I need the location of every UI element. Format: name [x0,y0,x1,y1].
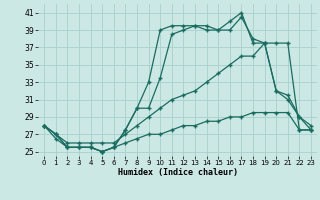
X-axis label: Humidex (Indice chaleur): Humidex (Indice chaleur) [118,168,238,177]
